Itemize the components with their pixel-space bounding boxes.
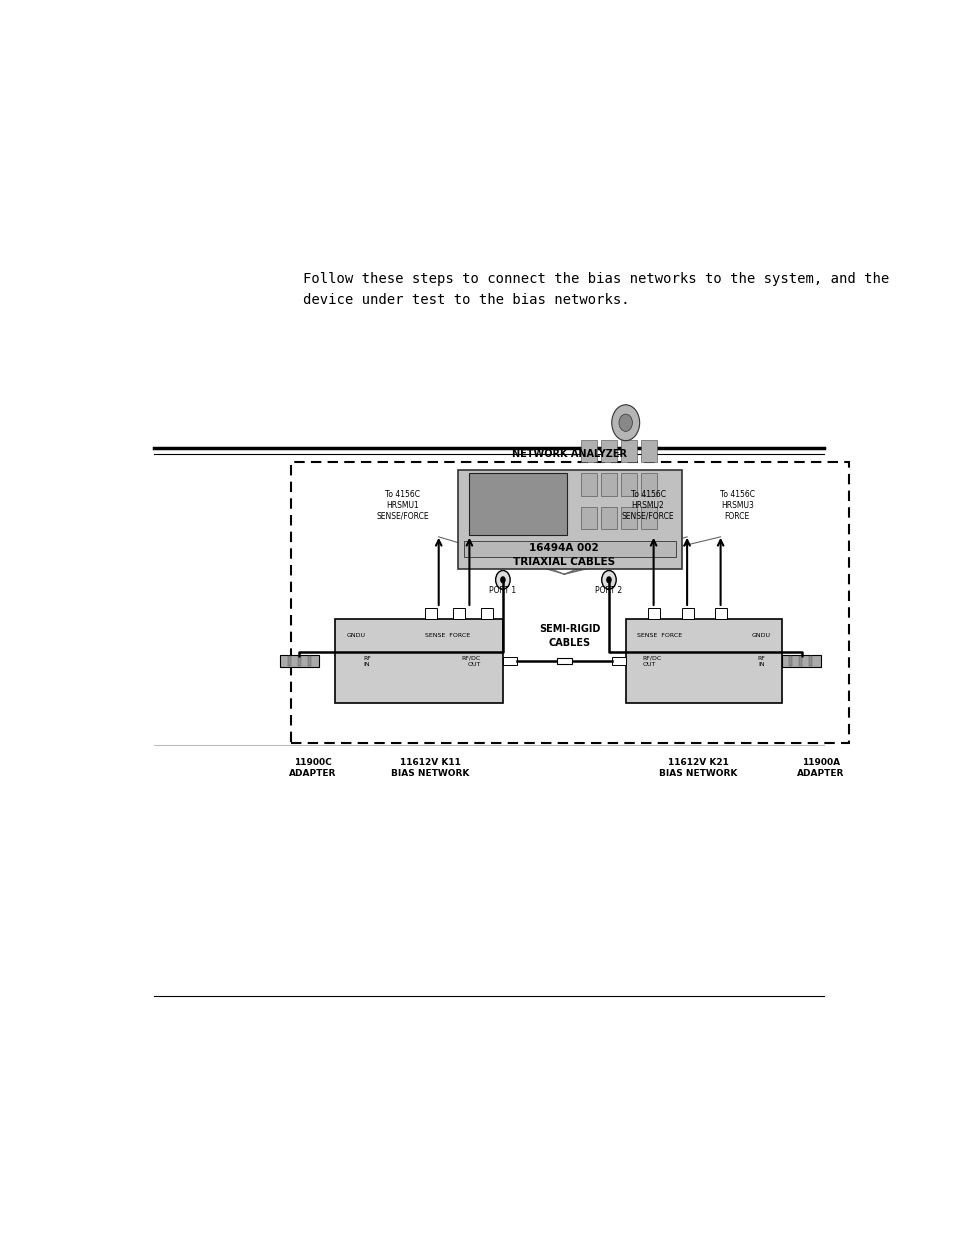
Bar <box>457 471 680 568</box>
Text: GNDU: GNDU <box>346 634 365 638</box>
Bar <box>335 619 502 703</box>
Bar <box>580 440 596 462</box>
Bar <box>714 608 726 619</box>
Bar <box>463 541 676 557</box>
Bar <box>469 473 566 535</box>
Bar <box>798 656 801 666</box>
Text: To 4156C
HRSMU3
FORCE: To 4156C HRSMU3 FORCE <box>720 490 754 521</box>
Bar <box>625 619 781 703</box>
Bar <box>600 440 617 462</box>
Bar <box>288 656 291 666</box>
Bar <box>580 473 596 495</box>
Text: RF/DC
OUT: RF/DC OUT <box>641 656 661 667</box>
Text: SENSE  FORCE: SENSE FORCE <box>424 634 470 638</box>
Text: 11612V K21
BIAS NETWORK: 11612V K21 BIAS NETWORK <box>659 758 737 778</box>
Bar <box>600 473 617 495</box>
Bar <box>557 658 571 664</box>
Bar <box>620 440 637 462</box>
Bar <box>788 656 791 666</box>
Text: RF/DC
OUT: RF/DC OUT <box>461 656 480 667</box>
Bar <box>297 656 301 666</box>
Bar <box>480 608 493 619</box>
Bar <box>640 440 657 462</box>
Text: 11612V K11
BIAS NETWORK: 11612V K11 BIAS NETWORK <box>391 758 469 778</box>
Bar <box>580 506 596 530</box>
Bar <box>308 656 311 666</box>
Circle shape <box>618 414 632 431</box>
Text: device under test to the bias networks.: device under test to the bias networks. <box>302 293 629 306</box>
Bar <box>279 655 318 667</box>
Text: RF
IN: RF IN <box>757 656 764 667</box>
Bar <box>620 506 637 530</box>
Text: To 4156C
HRSMU2
SENSE/FORCE: To 4156C HRSMU2 SENSE/FORCE <box>621 490 674 521</box>
Bar <box>452 608 464 619</box>
Text: PORT 1: PORT 1 <box>489 587 516 595</box>
Bar <box>620 473 637 495</box>
Text: RF
IN: RF IN <box>363 656 371 667</box>
Text: GNDU: GNDU <box>751 634 770 638</box>
Text: NETWORK ANALYZER: NETWORK ANALYZER <box>512 450 627 459</box>
Text: 16494A 002
TRIAXIAL CABLES: 16494A 002 TRIAXIAL CABLES <box>513 542 615 567</box>
Bar <box>600 506 617 530</box>
Circle shape <box>611 405 639 441</box>
Text: To 4156C
HRSMU1
SENSE/FORCE: To 4156C HRSMU1 SENSE/FORCE <box>375 490 428 521</box>
Text: PORT 2: PORT 2 <box>595 587 622 595</box>
Bar <box>640 473 657 495</box>
Bar <box>647 608 659 619</box>
Circle shape <box>601 571 616 589</box>
Bar <box>502 657 517 666</box>
Circle shape <box>605 577 611 583</box>
Bar <box>808 656 811 666</box>
Bar <box>640 506 657 530</box>
Text: SEMI-RIGID
CABLES: SEMI-RIGID CABLES <box>538 624 600 648</box>
Bar <box>611 657 625 666</box>
Text: Follow these steps to connect the bias networks to the system, and the: Follow these steps to connect the bias n… <box>302 272 888 285</box>
Bar <box>424 608 436 619</box>
Circle shape <box>499 577 505 583</box>
Text: 11900A
ADAPTER: 11900A ADAPTER <box>797 758 843 778</box>
Bar <box>680 608 693 619</box>
Bar <box>781 655 821 667</box>
Text: 11900C
ADAPTER: 11900C ADAPTER <box>289 758 336 778</box>
Text: SENSE  FORCE: SENSE FORCE <box>637 634 681 638</box>
Bar <box>291 462 848 742</box>
Circle shape <box>496 571 510 589</box>
